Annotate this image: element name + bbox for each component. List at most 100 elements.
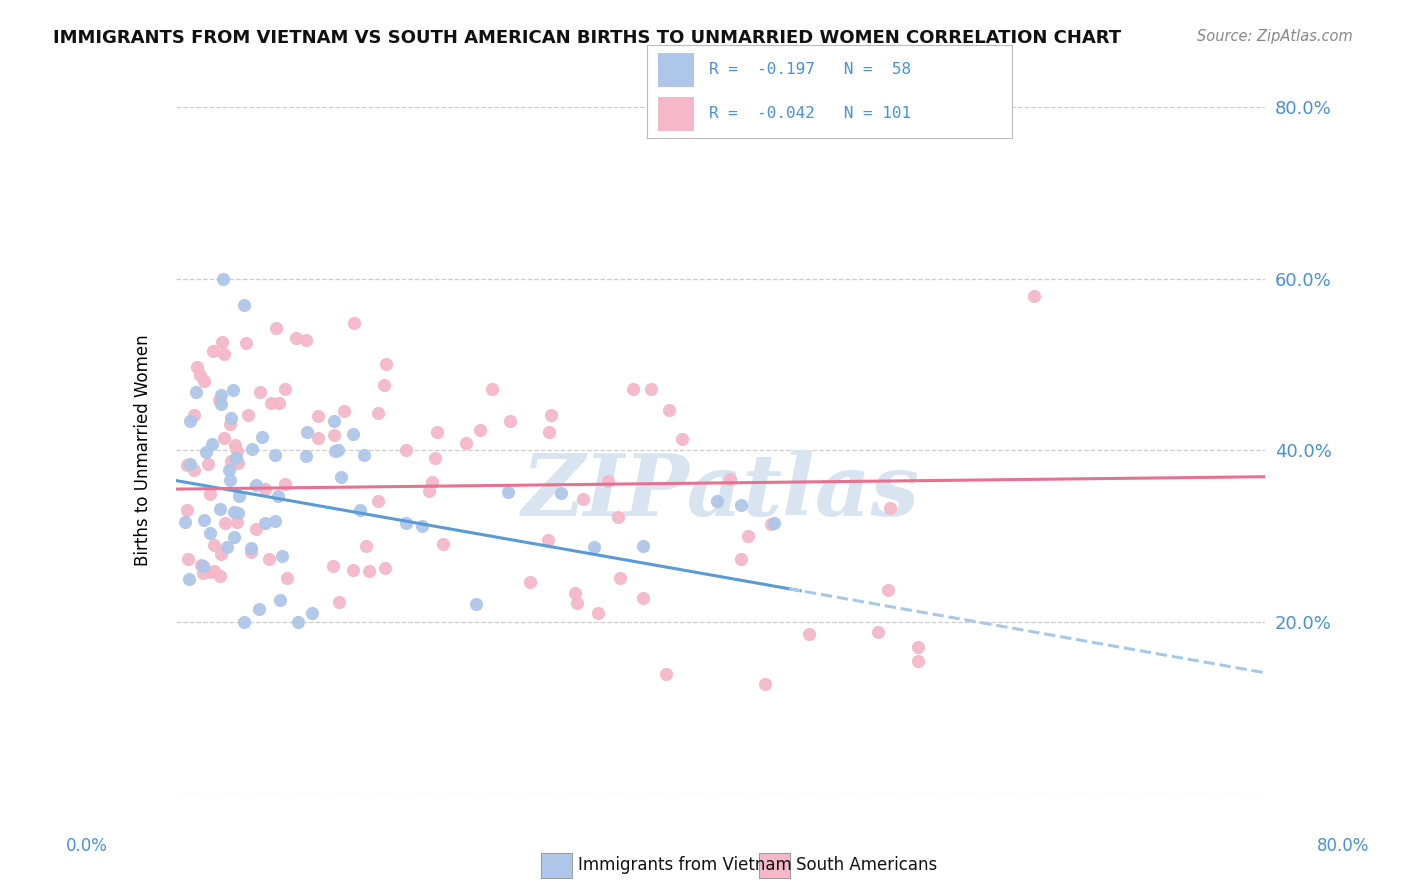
Point [247,602,270,616]
Point [191,566,214,580]
Point [658,402,681,417]
Text: Source: ZipAtlas.com: Source: ZipAtlas.com [1197,29,1353,44]
Point [226,516,249,530]
Point [212,271,235,285]
Point [519,574,541,589]
Text: R =  -0.042   N = 101: R = -0.042 N = 101 [709,106,911,121]
Point [671,432,693,446]
Point [456,436,478,450]
Point [596,474,619,488]
Point [342,427,364,442]
Point [245,522,267,536]
Point [193,513,215,527]
Text: 0.0%: 0.0% [66,837,108,855]
Point [269,593,291,607]
Point [274,382,297,396]
Point [232,297,254,311]
Point [762,516,785,530]
Point [224,438,246,452]
Point [323,428,346,442]
Point [179,414,201,428]
Point [498,485,520,500]
Point [877,582,900,597]
Point [322,558,344,573]
Point [907,640,929,654]
Point [253,516,276,530]
Point [294,333,316,347]
Point [183,408,205,422]
Point [239,541,262,555]
Point [225,443,247,458]
Point [333,404,356,418]
FancyBboxPatch shape [658,53,695,87]
Point [219,417,242,431]
Point [264,514,287,528]
Point [609,571,631,585]
Point [287,615,309,630]
Point [198,526,221,541]
Point [186,359,208,374]
Point [879,501,901,516]
Point [328,595,350,609]
Point [565,596,588,610]
Text: 80.0%: 80.0% [1316,837,1369,855]
Point [193,558,215,573]
Point [202,538,225,552]
Point [583,541,606,555]
Point [177,552,200,566]
Point [307,431,329,445]
Point [266,321,288,335]
Point [211,397,233,411]
Point [499,413,522,427]
Point [285,331,308,345]
Point [208,392,231,407]
Point [260,396,283,410]
Point [253,482,276,496]
Point [269,396,291,410]
Point [411,519,433,533]
Point [395,443,418,458]
Point [174,516,197,530]
Text: ZIPatlas: ZIPatlas [522,450,920,533]
Point [295,449,318,463]
Point [631,539,654,553]
Point [420,475,443,489]
Point [273,476,295,491]
Point [179,572,201,586]
Point [232,615,254,629]
Text: R =  -0.197   N =  58: R = -0.197 N = 58 [709,62,911,78]
Point [357,564,380,578]
Point [179,457,201,471]
Point [249,384,271,399]
Point [322,414,344,428]
Point [217,540,239,554]
Point [301,607,323,621]
Point [209,547,232,561]
Point [550,486,572,500]
Point [323,444,346,458]
Point [235,335,257,350]
Point [212,431,235,445]
Point [225,450,247,465]
Point [226,456,249,470]
Point [264,448,287,462]
Point [730,552,752,566]
Point [633,591,655,606]
Point [468,424,491,438]
Point [240,442,263,457]
Point [536,533,558,547]
Point [276,571,298,585]
Point [245,477,267,491]
Point [349,503,371,517]
Point [373,378,395,392]
Point [571,491,593,506]
Point [188,368,211,383]
Point [537,425,560,440]
Text: South Americans: South Americans [796,856,936,874]
Point [481,382,503,396]
Point [200,565,222,579]
Y-axis label: Births to Unmarried Women: Births to Unmarried Women [134,334,152,566]
Point [342,563,364,577]
Point [212,347,235,361]
Point [423,451,446,466]
